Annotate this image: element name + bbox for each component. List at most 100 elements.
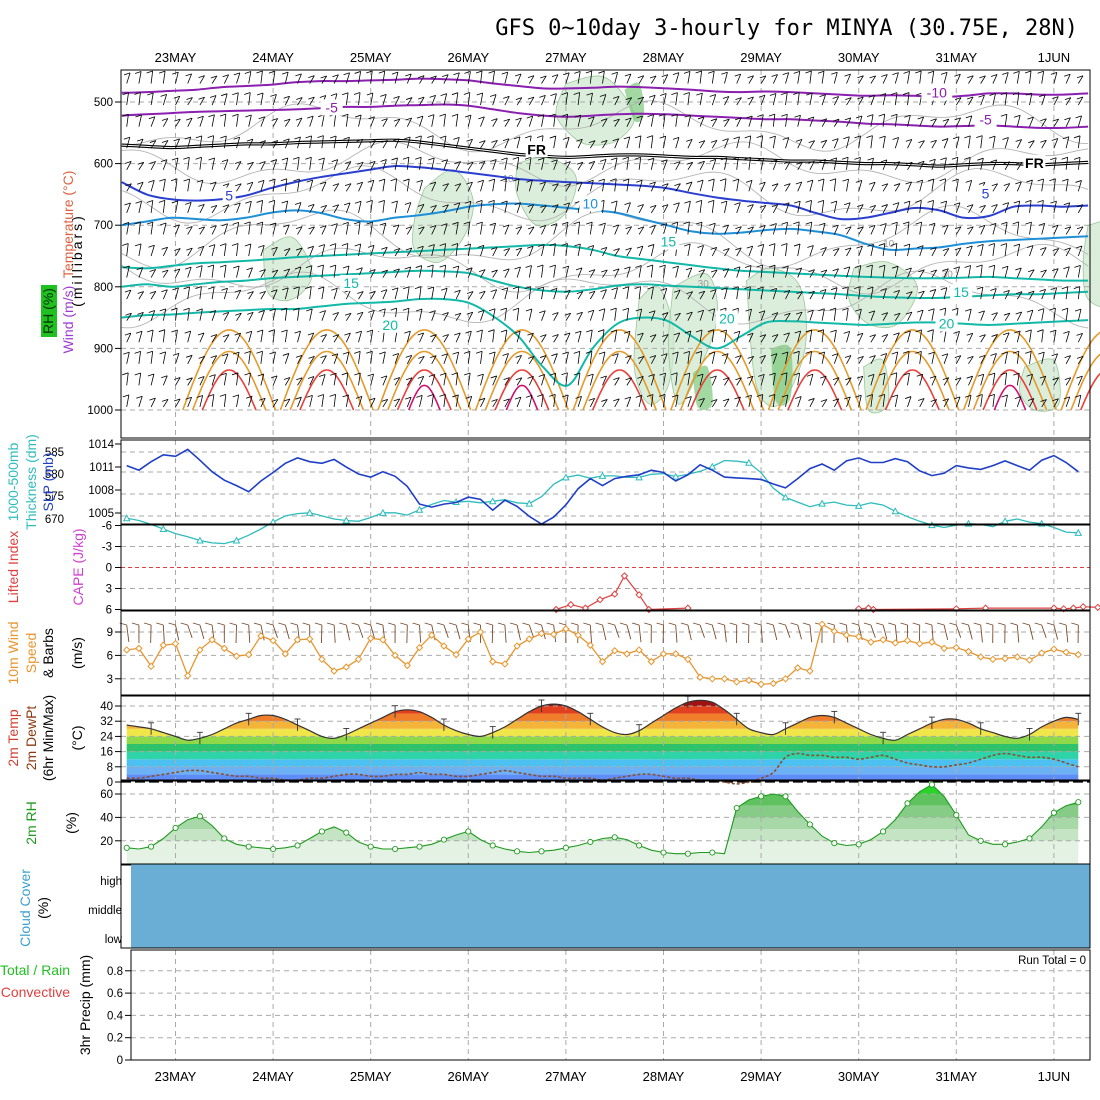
wind-barb [587,245,595,257]
warm-contour [884,369,940,411]
barb-staff [785,114,788,127]
wind-barb [476,221,483,235]
barb-flag [1013,200,1020,204]
barb-flag [954,226,962,230]
barb-staff [455,72,460,84]
barb-flag [271,140,278,143]
wind-barb [903,200,911,213]
warm-contour [494,369,550,411]
wind-barb [368,116,375,127]
barb-flag [368,116,375,120]
barb-flag [404,202,411,205]
barb-flag [672,351,679,355]
contour-label-bg [340,274,363,291]
barb-flag [757,244,764,247]
barb-flag [1002,137,1009,140]
barb-staff [370,245,375,257]
barb-staff [711,329,715,343]
barb-flag [623,136,630,140]
wind-marker [830,627,839,635]
wind-barb [258,116,266,127]
barb-staff [882,288,887,300]
barb-staff [687,162,694,170]
surface-barb-flag [644,622,652,626]
barb-staff [626,355,632,364]
barb-staff [162,269,169,278]
barb-flag [735,247,742,251]
wind-marker [305,635,314,643]
barb-flag [295,354,303,358]
barb-staff [748,395,752,408]
barb-staff [358,182,364,192]
wind-barb [268,329,276,343]
barb-flag [256,329,264,333]
barb-staff [150,222,154,235]
rh-marker [416,843,423,850]
barb-staff [577,139,583,149]
barb-flag [538,374,545,377]
barb-flag [649,355,656,358]
barb-flag [341,243,348,246]
slp-tick-label: 1014 [88,439,114,451]
barb-flag [405,377,413,381]
wind-barb [940,71,948,84]
surface-barb [912,622,921,643]
wind-barb [929,158,936,170]
barb-staff [419,286,422,300]
barb-flag [430,334,437,337]
barb-staff [968,395,972,408]
barb-flag [768,113,775,117]
wind-barb [891,351,899,364]
wind-barb [392,224,400,235]
wind-marker [1001,654,1009,663]
barb-flag [686,138,693,142]
thickness-marker [671,472,680,480]
wind-barb [525,265,532,278]
rh-marker [782,793,789,800]
li-tick-label: -3 [102,542,112,554]
barb-flag [720,200,728,204]
contour-label: 15 [343,275,359,291]
wind-barb [183,286,190,300]
surface-barb [241,622,251,643]
barb-staff [333,183,340,192]
barb-staff [150,180,155,192]
barb-flag [234,289,241,293]
barb-flag [649,75,657,79]
wind-barb [757,286,764,300]
wind-barb [417,204,425,214]
barb-staff [968,96,974,106]
thickness-marker [196,536,204,544]
barb-staff [236,289,242,300]
barb-flag [476,329,483,333]
barb-flag [953,202,961,206]
barb-staff [1065,74,1071,84]
wind-barb [783,161,791,170]
wind-barb [441,287,448,300]
barb-flag [490,159,497,162]
rh-marker [514,848,521,855]
barb-staff [724,329,727,343]
barb-staff [297,73,302,84]
date-label-top: 28MAY [643,50,685,65]
barb-flag [637,375,644,379]
barb-staff [211,264,215,278]
barb-flag [209,310,216,313]
barb-flag [819,289,827,292]
wind-barb [317,135,324,149]
wind-barb [405,97,413,106]
wind-barb [244,243,252,257]
barb-staff [833,138,839,149]
barb-staff [394,118,401,127]
wind-barb [927,70,935,84]
barb-staff [309,395,313,408]
barb-flag [552,183,559,187]
barb-flag [867,157,874,161]
barb-flag [683,221,690,225]
barb-flag [648,310,656,314]
barb-staff [1041,269,1047,278]
barb-flag [659,264,666,268]
barb-flag [247,311,254,315]
slp-line [126,448,1079,526]
barb-flag [918,398,925,401]
